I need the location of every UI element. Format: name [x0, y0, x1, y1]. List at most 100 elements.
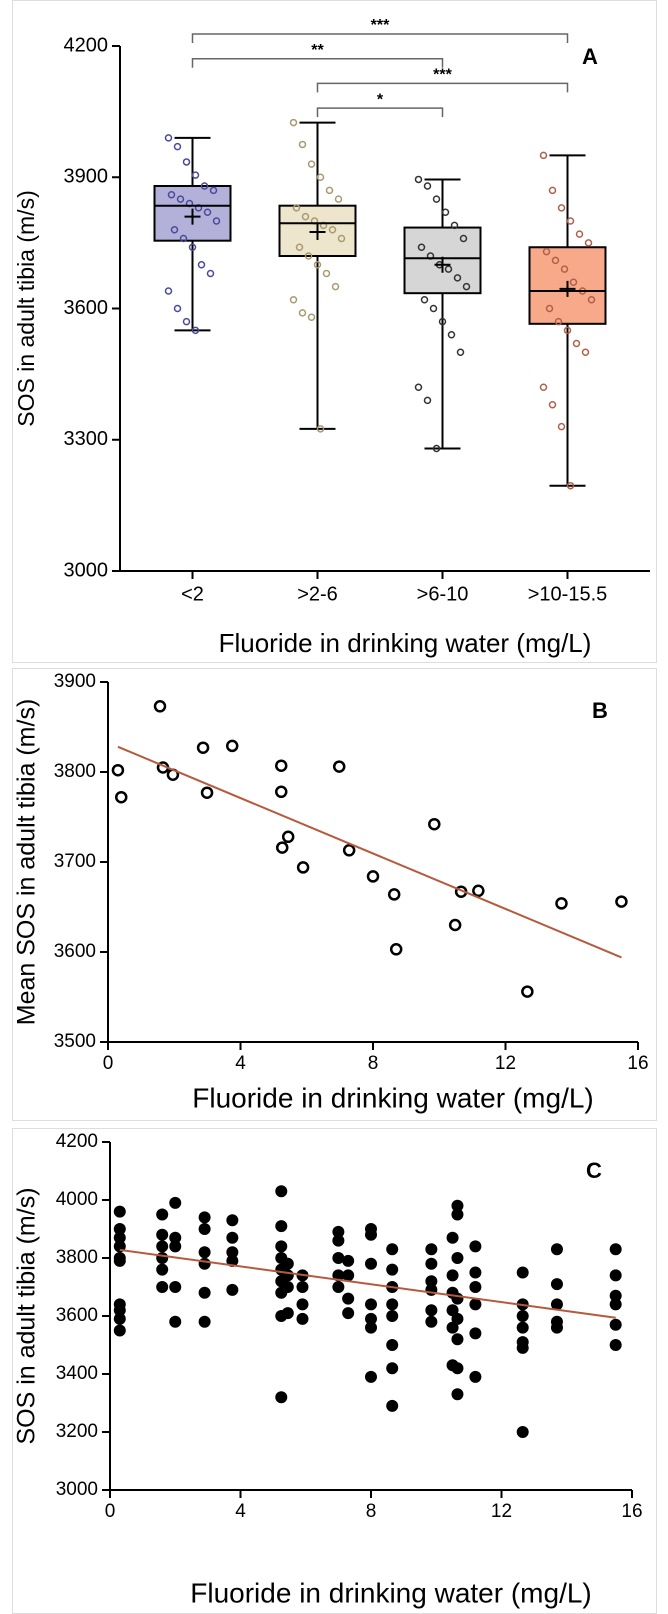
data-point	[469, 1298, 482, 1311]
data-point	[557, 204, 566, 212]
data-point	[169, 1281, 182, 1293]
data-point	[566, 481, 575, 490]
panel-label: B	[592, 698, 608, 723]
data-point	[203, 208, 212, 216]
data-point	[423, 182, 432, 190]
data-point	[198, 1223, 211, 1235]
data-point	[386, 1310, 399, 1322]
x-axis-title: Fluoride in drinking water (mg/L)	[190, 1577, 592, 1608]
data-point	[198, 1315, 211, 1328]
data-point	[566, 217, 575, 225]
data-point	[156, 1281, 169, 1293]
data-point	[446, 1304, 459, 1317]
data-point	[569, 278, 578, 286]
data-point	[281, 1307, 294, 1320]
data-point	[298, 309, 307, 317]
data-point	[414, 175, 423, 184]
data-point	[173, 142, 182, 151]
data-point	[156, 1252, 169, 1264]
data-point	[609, 1318, 622, 1331]
data-point	[581, 348, 590, 356]
y-tick-label: 3700	[54, 851, 96, 872]
y-tick-label: 4000	[56, 1189, 98, 1210]
data-point	[417, 243, 426, 251]
data-point	[156, 1228, 169, 1241]
data-point	[432, 195, 441, 203]
data-point	[274, 785, 288, 799]
data-point	[386, 1362, 399, 1375]
data-point	[584, 239, 593, 247]
data-point	[386, 1298, 399, 1311]
data-point	[296, 861, 310, 874]
x-tick-label: >6-10	[417, 583, 469, 605]
x-tick-label: >2-6	[297, 583, 338, 605]
data-point	[451, 1208, 464, 1221]
data-point	[188, 243, 197, 251]
data-point	[342, 1254, 355, 1267]
data-point	[365, 1257, 377, 1270]
data-point	[169, 1231, 182, 1244]
data-point	[167, 191, 176, 199]
mean-marker	[559, 280, 576, 297]
data-point	[170, 226, 179, 234]
data-point	[548, 186, 557, 195]
data-point	[316, 173, 325, 181]
data-point	[420, 296, 429, 304]
y-tick-label: 3800	[56, 1247, 98, 1268]
panel-label: C	[586, 1158, 602, 1183]
y-tick-label: 3600	[64, 297, 109, 319]
data-point	[113, 1312, 126, 1325]
data-point	[322, 269, 331, 278]
data-point	[328, 226, 337, 234]
data-point	[275, 1185, 288, 1198]
data-point	[295, 243, 304, 251]
data-point	[453, 274, 462, 282]
data-point	[516, 1426, 529, 1438]
data-point	[451, 1388, 464, 1401]
data-point	[555, 897, 568, 910]
data-point	[575, 230, 584, 238]
data-point	[307, 160, 316, 168]
data-point	[275, 841, 289, 854]
data-point	[334, 195, 343, 203]
data-point	[451, 1199, 464, 1212]
data-point	[365, 1370, 377, 1383]
y-axis-title: SOS in adult tibia (m/s)	[13, 190, 39, 426]
significance-bracket	[316, 107, 444, 118]
data-point	[447, 331, 456, 339]
data-point	[516, 1266, 529, 1279]
data-point	[226, 1231, 239, 1244]
data-point	[451, 1292, 464, 1305]
y-tick-label: 4200	[56, 1131, 98, 1152]
data-point	[169, 1196, 182, 1209]
significance-label: ***	[371, 17, 390, 34]
data-point	[337, 234, 346, 243]
data-point	[198, 1246, 211, 1259]
data-point	[539, 383, 548, 391]
data-point	[169, 1315, 182, 1328]
data-point	[554, 317, 563, 326]
data-point	[425, 1257, 438, 1270]
data-point	[275, 1220, 288, 1233]
data-point	[325, 186, 334, 195]
data-point	[557, 422, 566, 431]
data-point	[414, 383, 423, 391]
y-tick-label: 3600	[54, 941, 96, 962]
data-point	[304, 252, 313, 260]
data-point	[332, 1234, 345, 1247]
data-point	[609, 1289, 622, 1302]
data-point	[551, 256, 560, 265]
data-point	[173, 304, 182, 313]
data-point	[469, 1327, 482, 1340]
data-point	[316, 425, 325, 433]
data-point	[459, 234, 468, 243]
data-point	[156, 1208, 169, 1221]
data-point	[516, 1310, 529, 1322]
data-point	[206, 269, 215, 278]
panel-label: A	[582, 44, 598, 69]
data-point	[428, 817, 441, 831]
data-point	[456, 348, 465, 356]
data-point	[200, 182, 209, 190]
x-tick-label: >10-15.5	[528, 583, 608, 605]
data-point	[425, 1304, 438, 1317]
